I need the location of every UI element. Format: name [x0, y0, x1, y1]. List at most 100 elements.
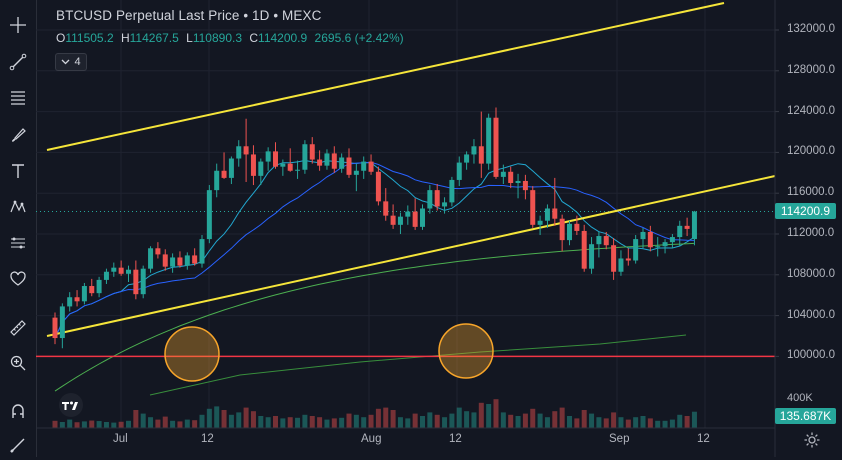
candles	[52, 107, 697, 349]
candle-body	[280, 163, 286, 167]
price-axis[interactable]: 132000.0 128000.0 124000.0 120000.0 116000.0…	[775, 0, 842, 430]
volume-bar	[684, 416, 690, 428]
price-label: 104000.0	[787, 308, 835, 321]
text-tool[interactable]	[3, 156, 33, 186]
candle-body	[331, 153, 337, 169]
brush-icon	[11, 128, 26, 142]
volume-bar	[273, 416, 278, 428]
candle-body	[625, 258, 631, 261]
candle-body	[508, 171, 514, 183]
fib-retracement-tool[interactable]	[3, 83, 33, 113]
volume-scale-label: 400K	[787, 392, 813, 404]
candle-body	[96, 279, 102, 294]
candle-body	[662, 242, 668, 247]
volume-bar	[500, 412, 506, 428]
candle-body	[184, 255, 190, 266]
candle-body	[214, 170, 220, 191]
volume-bar	[581, 410, 587, 428]
volume-bar	[567, 416, 572, 428]
highlight-circle	[164, 326, 220, 382]
candle-body	[243, 146, 249, 155]
candle-body	[669, 237, 675, 243]
lock-icon	[10, 438, 25, 453]
candle-body	[530, 190, 536, 225]
candle-body	[89, 286, 95, 294]
volume-bar	[192, 420, 198, 428]
high-value: 114267.5	[129, 31, 179, 45]
indicators-toggle[interactable]: 4	[55, 53, 87, 71]
trend-channel[interactable]	[46, 2, 776, 337]
candle-body	[74, 297, 80, 302]
chevron-down-icon	[61, 59, 70, 65]
candle-body	[67, 297, 73, 307]
candle-body	[515, 180, 521, 183]
volume-bar	[383, 407, 389, 428]
time-label: 12	[449, 433, 462, 445]
prediction-tool[interactable]	[3, 228, 33, 258]
candle-body	[177, 257, 183, 266]
gear-icon[interactable]	[803, 431, 821, 449]
indicators-count: 4	[74, 56, 81, 68]
candle-body	[691, 211, 697, 240]
price-label: 132000.0	[787, 23, 835, 35]
volume-bar	[236, 412, 242, 428]
candle-body	[456, 162, 462, 180]
candle-body	[434, 190, 440, 207]
volume-last-badge: 135.687K	[775, 408, 836, 424]
trend-line-tool[interactable]	[3, 47, 33, 77]
candle-body	[111, 267, 117, 272]
volume-bar	[361, 417, 367, 428]
volume-bar	[368, 414, 374, 428]
crosshair-tool[interactable]	[3, 10, 33, 40]
candle-body	[574, 223, 580, 231]
volume-bar	[633, 417, 639, 428]
tradingview-logo[interactable]	[56, 393, 86, 417]
channel-lower-line	[46, 175, 776, 337]
volume-bar	[353, 414, 359, 428]
symbol-title[interactable]: BTCUSD Perpetual Last Price • 1D • MEXC	[56, 8, 322, 23]
candle-body	[162, 254, 168, 267]
volume-bar	[317, 417, 323, 428]
moving-averages	[36, 159, 775, 396]
volume-bar	[67, 419, 73, 428]
magnet-tool[interactable]	[3, 396, 33, 426]
candle-body	[324, 153, 330, 166]
volume-bar	[81, 421, 87, 428]
candle-body	[618, 258, 624, 272]
candle-body	[537, 220, 543, 225]
volume-bar	[405, 418, 411, 428]
zoom-in-icon	[10, 355, 26, 371]
volume-bar	[471, 412, 477, 428]
candle-body	[302, 144, 308, 170]
open-key: O	[56, 31, 66, 45]
candle-body	[471, 146, 477, 155]
candle-body	[361, 161, 367, 171]
volume-bar	[449, 413, 455, 428]
lock-tool[interactable]	[3, 430, 33, 460]
candle-body	[250, 154, 256, 176]
candle-body	[500, 171, 506, 177]
volume-bar	[89, 420, 95, 428]
ma-fast-line	[54, 159, 695, 339]
brush-tool[interactable]	[3, 120, 33, 150]
chart-legend[interactable]: BTCUSD Perpetual Last Price • 1D • MEXC	[56, 8, 321, 23]
measure-tool[interactable]	[3, 313, 33, 343]
volume-bar	[346, 413, 352, 428]
pattern-tool[interactable]	[3, 192, 33, 222]
volume-bar	[456, 407, 462, 428]
candle-body	[81, 286, 87, 302]
candle-body	[273, 151, 278, 167]
candle-body	[581, 230, 587, 269]
favorites-tool[interactable]	[3, 264, 33, 294]
volume-bar	[118, 421, 124, 428]
volume-bar	[126, 420, 131, 428]
price-label: 112000.0	[787, 227, 835, 239]
volume-bar	[691, 411, 697, 428]
volume-bar	[589, 413, 595, 428]
volume-bar	[552, 411, 558, 428]
volume-bar	[625, 419, 631, 428]
price-label: 124000.0	[787, 104, 835, 117]
zoom-tool[interactable]	[3, 348, 33, 378]
annotations[interactable]	[36, 323, 775, 382]
